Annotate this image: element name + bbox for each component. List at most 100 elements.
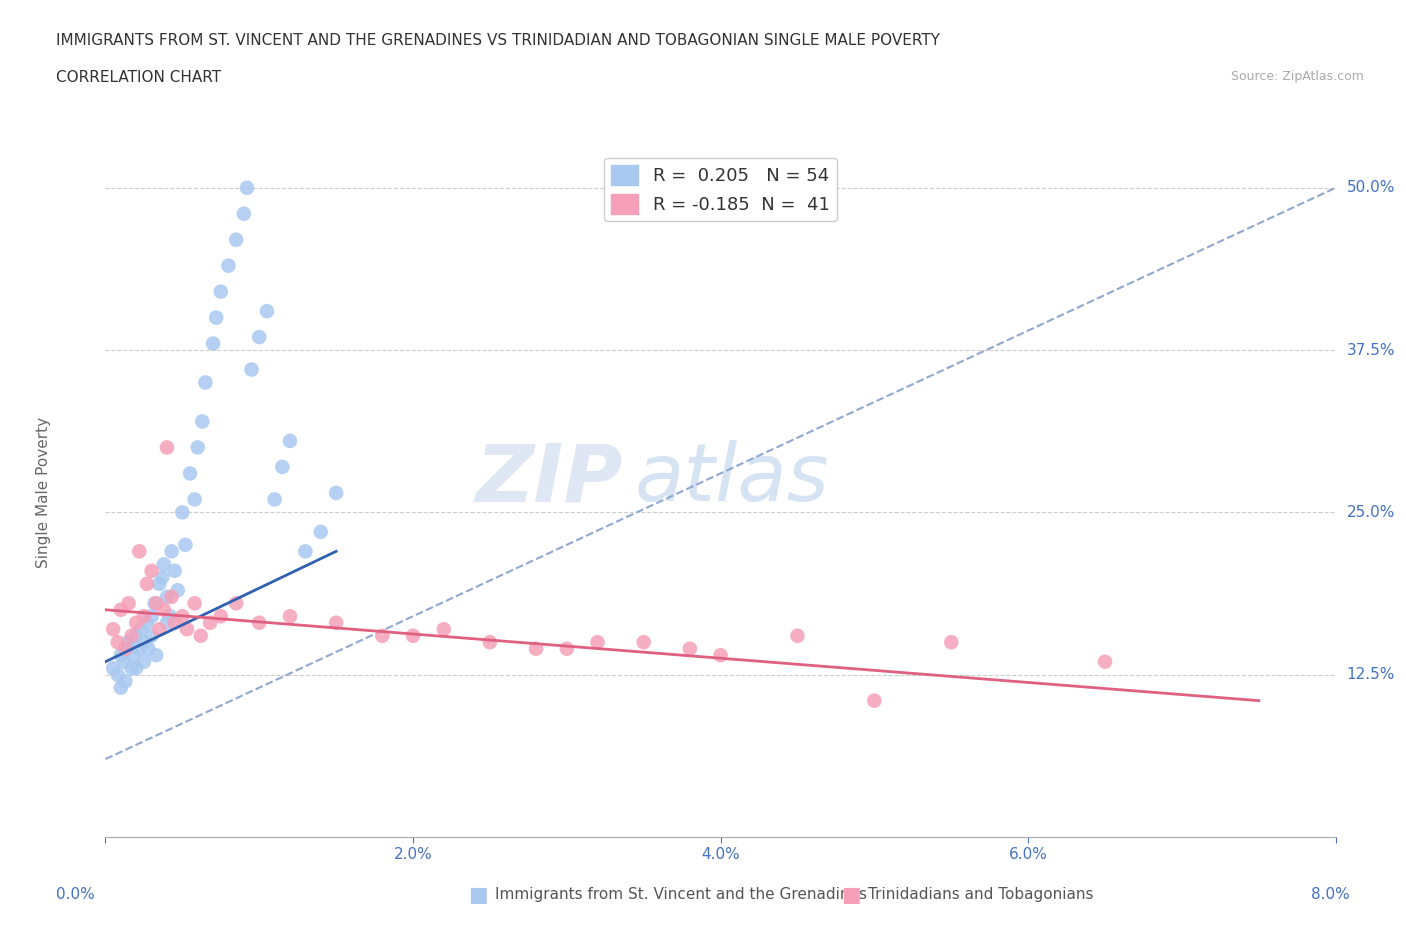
Text: Single Male Poverty: Single Male Poverty	[37, 418, 52, 568]
Point	[136, 616, 159, 631]
Point	[107, 635, 129, 650]
Point	[271, 459, 294, 474]
Point	[172, 609, 194, 624]
Point	[114, 642, 136, 657]
Point	[110, 603, 132, 618]
Point	[114, 673, 136, 688]
Point	[786, 629, 808, 644]
Point	[278, 433, 301, 448]
Point	[1094, 655, 1116, 670]
Text: ■: ■	[468, 884, 488, 905]
Text: ZIP: ZIP	[475, 440, 621, 518]
Point	[941, 635, 963, 650]
Point	[156, 440, 179, 455]
Point	[148, 577, 170, 591]
Point	[138, 642, 160, 657]
Point	[176, 622, 198, 637]
Point	[107, 667, 129, 682]
Point	[141, 609, 163, 624]
Point	[125, 616, 148, 631]
Legend: R =  0.205   N = 54, R = -0.185  N =  41: R = 0.205 N = 54, R = -0.185 N = 41	[605, 158, 837, 221]
Point	[143, 596, 166, 611]
Point	[122, 648, 145, 663]
Text: atlas: atlas	[634, 440, 830, 518]
Point	[710, 648, 733, 663]
Point	[153, 603, 176, 618]
Point	[191, 414, 214, 429]
Point	[172, 505, 194, 520]
Point	[153, 557, 176, 572]
Point	[163, 616, 186, 631]
Point	[117, 635, 139, 650]
Point	[371, 629, 394, 644]
Text: Source: ZipAtlas.com: Source: ZipAtlas.com	[1230, 70, 1364, 83]
Text: Trinidadians and Tobagonians: Trinidadians and Tobagonians	[868, 887, 1092, 902]
Point	[132, 609, 155, 624]
Point	[128, 544, 150, 559]
Point	[160, 590, 183, 604]
Point	[309, 525, 332, 539]
Point	[247, 616, 270, 631]
Point	[141, 629, 163, 644]
Text: 12.5%: 12.5%	[1347, 667, 1395, 683]
Point	[150, 570, 173, 585]
Point	[190, 629, 212, 644]
Point	[145, 648, 167, 663]
Point	[110, 680, 132, 695]
Point	[160, 544, 183, 559]
Point	[174, 538, 197, 552]
Point	[198, 616, 221, 631]
Point	[128, 642, 150, 657]
Point	[202, 336, 225, 351]
Text: 0.0%: 0.0%	[56, 887, 96, 902]
Text: 25.0%: 25.0%	[1347, 505, 1395, 520]
Point	[225, 596, 247, 611]
Point	[156, 616, 179, 631]
Point	[136, 577, 159, 591]
Point	[524, 642, 547, 657]
Point	[240, 362, 263, 377]
Point	[278, 609, 301, 624]
Point	[183, 596, 205, 611]
Point	[209, 285, 232, 299]
Point	[117, 642, 139, 657]
Point	[166, 583, 188, 598]
Point	[121, 660, 143, 675]
Point	[225, 232, 247, 247]
Point	[125, 660, 148, 675]
Text: ■: ■	[841, 884, 860, 905]
Point	[433, 622, 456, 637]
Point	[294, 544, 316, 559]
Point	[129, 622, 152, 637]
Point	[247, 329, 270, 344]
Point	[209, 609, 232, 624]
Text: IMMIGRANTS FROM ST. VINCENT AND THE GRENADINES VS TRINIDADIAN AND TOBAGONIAN SIN: IMMIGRANTS FROM ST. VINCENT AND THE GREN…	[56, 33, 941, 47]
Point	[163, 564, 186, 578]
Point	[132, 635, 155, 650]
Point	[132, 655, 155, 670]
Point	[555, 642, 578, 657]
Point	[148, 622, 170, 637]
Point	[101, 622, 124, 637]
Point	[205, 311, 228, 325]
Point	[263, 492, 285, 507]
Point	[402, 629, 425, 644]
Point	[478, 635, 501, 650]
Point	[159, 609, 181, 624]
Point	[110, 648, 132, 663]
Point	[236, 180, 259, 195]
Text: 8.0%: 8.0%	[1310, 887, 1350, 902]
Point	[183, 492, 205, 507]
Point	[863, 693, 886, 708]
Point	[145, 596, 167, 611]
Text: Immigrants from St. Vincent and the Grenadines: Immigrants from St. Vincent and the Gren…	[495, 887, 868, 902]
Point	[194, 375, 217, 390]
Point	[141, 564, 163, 578]
Text: 50.0%: 50.0%	[1347, 180, 1395, 195]
Text: 37.5%: 37.5%	[1347, 342, 1395, 357]
Point	[325, 616, 347, 631]
Point	[179, 466, 201, 481]
Point	[633, 635, 655, 650]
Point	[187, 440, 209, 455]
Point	[325, 485, 347, 500]
